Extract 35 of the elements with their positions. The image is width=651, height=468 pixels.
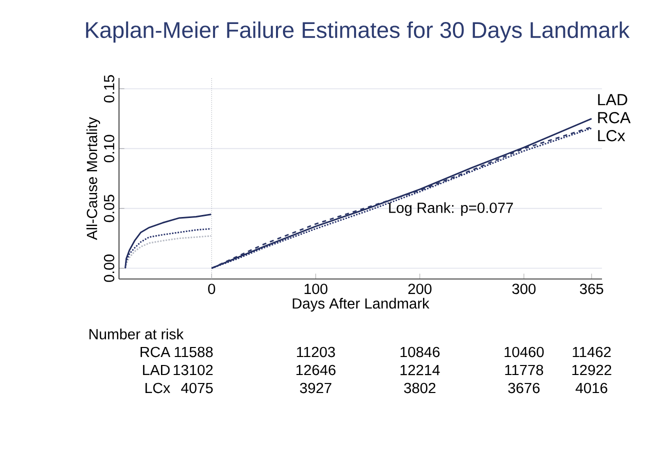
text: 10460 bbox=[504, 346, 544, 358]
text: 4016 bbox=[576, 382, 608, 394]
x-tick-label: 200 bbox=[408, 284, 432, 294]
text: 12214 bbox=[400, 364, 440, 376]
text: 13102 bbox=[174, 364, 213, 376]
text: 11778 bbox=[505, 364, 544, 376]
text: LCx bbox=[146, 382, 170, 394]
annotation: Log Rank: p=0.077 bbox=[389, 202, 513, 216]
text: 4075 bbox=[181, 382, 213, 394]
y-tick-label: 0.10 bbox=[104, 134, 114, 162]
text: 12646 bbox=[296, 364, 336, 376]
series-label: RCA bbox=[598, 112, 631, 124]
series-label: LAD bbox=[598, 94, 628, 106]
text: RCA bbox=[140, 346, 170, 358]
text: 12922 bbox=[572, 364, 612, 376]
text: 3802 bbox=[404, 382, 436, 394]
text: LAD bbox=[143, 364, 170, 376]
text: 10846 bbox=[400, 346, 440, 358]
y-axis-title: All-Cause Mortality bbox=[86, 117, 100, 240]
x-tick-label: 365 bbox=[580, 284, 604, 294]
text: 3676 bbox=[508, 382, 540, 394]
text: Number at risk bbox=[89, 328, 184, 340]
y-tick-label: 0.15 bbox=[104, 75, 114, 102]
y-tick-label: 0.00 bbox=[104, 254, 114, 282]
chart-title: Kaplan-Meier Failure Estimates for 30 Days Landmark bbox=[86, 21, 630, 43]
y-tick-label: 0.05 bbox=[104, 194, 114, 222]
x-tick-label: 300 bbox=[512, 284, 536, 294]
text: 11588 bbox=[174, 346, 213, 358]
x-axis-title: Days After Landmark bbox=[292, 298, 430, 312]
x-tick-label: 0 bbox=[208, 284, 216, 294]
series-label: LCx bbox=[598, 130, 626, 142]
x-tick-label: 100 bbox=[304, 284, 328, 294]
text: 3927 bbox=[300, 382, 332, 394]
text: 11203 bbox=[297, 346, 335, 358]
text: 11462 bbox=[572, 346, 611, 358]
